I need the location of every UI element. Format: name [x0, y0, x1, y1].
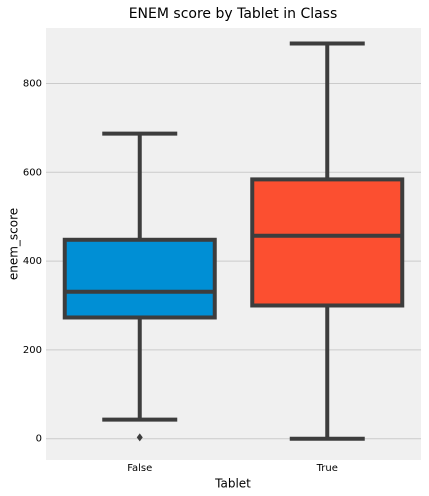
x-tick-label: False — [127, 463, 152, 474]
box — [62, 237, 217, 320]
y-tick-label: 200 — [23, 345, 42, 356]
x-axis-label: Tablet — [214, 477, 251, 491]
y-axis-label: enem_score — [7, 208, 21, 280]
y-tick-label: 400 — [23, 256, 42, 267]
outlier — [136, 433, 143, 442]
box — [250, 177, 405, 308]
y-tick-label: 800 — [23, 78, 42, 89]
y-tick-label: 600 — [23, 167, 42, 178]
chart-title: ENEM score by Tablet in Class — [129, 6, 338, 22]
y-tick-label: 0 — [36, 434, 42, 445]
x-tick-label: True — [316, 463, 338, 474]
